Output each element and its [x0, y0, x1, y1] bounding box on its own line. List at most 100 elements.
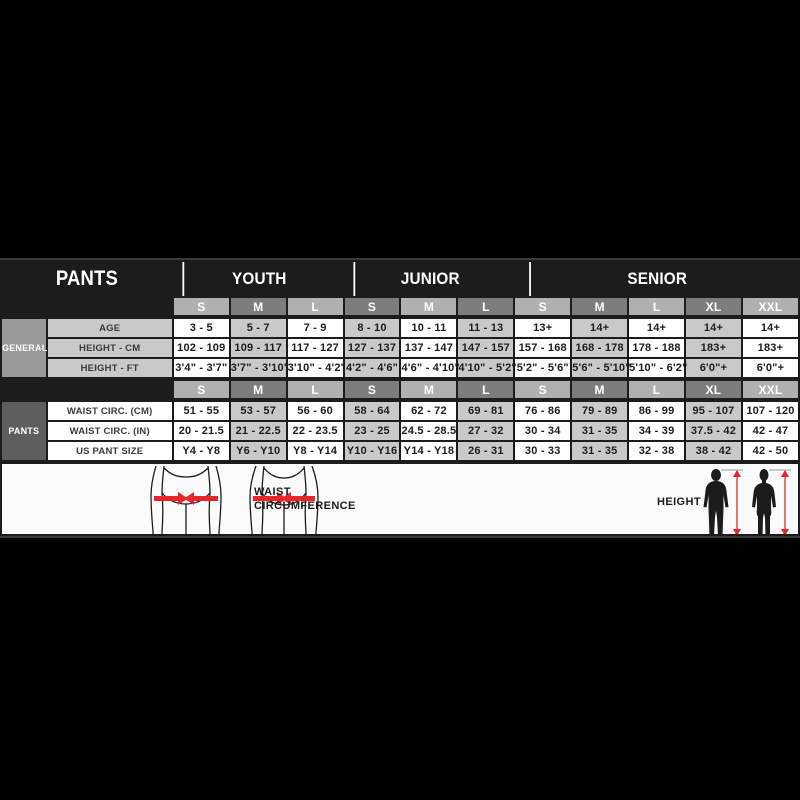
cell-us-size-junior-m: Y14 - Y18	[401, 442, 457, 460]
size-header-senior-m: M	[572, 298, 628, 315]
cell-height-ft-youth-m: 3'7" - 3'10"	[230, 359, 289, 377]
cell-height-ft-senior-m: 5'6" - 5'10"	[572, 359, 630, 377]
cell-age-youth-l: 7 - 9	[287, 319, 343, 337]
cell-waist-in-senior-m: 31 - 35	[572, 422, 628, 440]
cell-height-ft-youth-l: 3'10" - 4'2"	[287, 359, 346, 377]
cell-height-cm-senior-xl: 183+	[686, 339, 741, 357]
cell-waist-in-youth-s: 20 - 21.5	[173, 422, 229, 440]
pants-size-header-senior-xxl: XXL	[742, 381, 798, 398]
cell-height-cm-youth-m: 109 - 117	[230, 339, 286, 357]
size-header-senior-l: L	[629, 298, 685, 315]
waist-circumference-label: WAIST CIRCUMFERENCE	[254, 486, 356, 514]
pants-size-header-senior-l: L	[629, 381, 685, 398]
pants-size-header-junior-s: S	[344, 381, 400, 398]
cell-age-youth-s: 3 - 5	[173, 319, 229, 337]
height-figure-male-icon	[699, 468, 747, 534]
cell-waist-in-youth-l: 22 - 23.5	[287, 422, 343, 440]
size-header-senior-xl: XL	[686, 298, 741, 315]
cell-waist-in-junior-m: 24.5 - 28.5	[401, 422, 457, 440]
cell-waist-in-senior-l: 34 - 39	[629, 422, 685, 440]
general-section-table: GENERAL AGE 3 - 5 5 - 7 7 - 9 8 - 10 10 …	[0, 317, 800, 379]
cell-age-senior-xxl: 14+	[742, 319, 798, 337]
cell-waist-cm-senior-m: 79 - 89	[572, 402, 628, 420]
cell-height-cm-senior-s: 157 - 168	[515, 339, 571, 357]
cell-age-senior-xl: 14+	[686, 319, 741, 337]
size-header-youth-m: M	[230, 298, 286, 315]
size-header-senior-xxl: XXL	[742, 298, 798, 315]
cell-height-cm-senior-m: 168 - 178	[572, 339, 628, 357]
cell-us-size-senior-xl: 38 - 42	[686, 442, 741, 460]
pants-size-header-youth-s: S	[173, 381, 229, 398]
pants-size-header-senior-m: M	[572, 381, 628, 398]
cell-height-cm-junior-l: 147 - 157	[458, 339, 514, 357]
table-row: US PANT SIZE Y4 - Y8 Y6 - Y10 Y8 - Y14 Y…	[2, 442, 798, 460]
table-row: GENERAL AGE 3 - 5 5 - 7 7 - 9 8 - 10 10 …	[2, 319, 798, 377]
row-label-waist-cm: WAIST CIRC. (CM)	[47, 402, 172, 420]
size-chart-card: PANTS YOUTH JUNIOR SENIOR S M L S M L S …	[0, 258, 800, 538]
size-header-youth-s: S	[173, 298, 229, 315]
banner-row: PANTS YOUTH JUNIOR SENIOR	[2, 262, 798, 296]
row-label-age: AGE	[47, 319, 172, 337]
row-label-waist-in: WAIST CIRC. (IN)	[47, 422, 172, 440]
cell-waist-cm-senior-l: 86 - 99	[629, 402, 685, 420]
cell-height-ft-senior-s: 5'2" - 5'6"	[515, 359, 571, 377]
cell-waist-in-junior-s: 23 - 25	[344, 422, 400, 440]
group-header-senior: SENIOR	[529, 262, 784, 296]
cell-waist-in-senior-s: 30 - 34	[515, 422, 571, 440]
size-header-junior-m: M	[401, 298, 457, 315]
cell-height-ft-junior-l: 4'10" - 5'2"	[458, 359, 517, 377]
cell-waist-cm-youth-s: 51 - 55	[173, 402, 229, 420]
height-figure-female-icon	[747, 468, 795, 534]
cell-age-junior-l: 11 - 13	[458, 319, 514, 337]
cell-height-cm-junior-s: 127 - 137	[344, 339, 400, 357]
cell-height-ft-junior-s: 4'2" - 4'6"	[344, 359, 400, 377]
pants-size-header-senior-s: S	[515, 381, 571, 398]
cell-waist-cm-senior-s: 76 - 86	[515, 402, 571, 420]
cell-height-cm-junior-m: 137 - 147	[401, 339, 457, 357]
cell-waist-in-senior-xl: 37.5 - 42	[686, 422, 741, 440]
cell-age-junior-s: 8 - 10	[344, 319, 400, 337]
cell-waist-cm-youth-m: 53 - 57	[230, 402, 286, 420]
cell-height-cm-senior-xxl: 183+	[742, 339, 798, 357]
cell-waist-cm-junior-l: 69 - 81	[458, 402, 514, 420]
cell-waist-cm-junior-s: 58 - 64	[344, 402, 400, 420]
cell-us-size-youth-l: Y8 - Y14	[287, 442, 343, 460]
table-row: WAIST CIRC. (IN) 20 - 21.5 21 - 22.5 22 …	[2, 422, 798, 440]
size-header-row-pants: S M L S M L S M L XL XXL	[2, 381, 798, 398]
table-row: HEIGHT - FT 3'4" - 3'7" 3'7" - 3'10" 3'1…	[2, 359, 798, 377]
cell-height-cm-youth-l: 117 - 127	[287, 339, 343, 357]
section-label-pants: PANTS	[2, 402, 46, 460]
pants-size-header-junior-l: L	[458, 381, 514, 398]
cell-height-cm-youth-s: 102 - 109	[173, 339, 229, 357]
cell-us-size-junior-s: Y10 - Y16	[344, 442, 400, 460]
spacer-label-2	[47, 381, 172, 398]
cell-height-ft-senior-xxl: 6'0"+	[742, 359, 798, 377]
cell-waist-cm-senior-xxl: 107 - 120	[742, 402, 798, 420]
cell-height-ft-junior-m: 4'6" - 4'10"	[401, 359, 460, 377]
size-header-junior-l: L	[458, 298, 514, 315]
height-label: HEIGHT	[657, 496, 701, 508]
size-header-junior-s: S	[344, 298, 400, 315]
size-header-row-general: S M L S M L S M L XL XXL	[2, 298, 798, 315]
size-header-youth-l: L	[287, 298, 343, 315]
group-header-youth: YOUTH	[182, 262, 335, 296]
waist-label-line-2: CIRCUMFERENCE	[254, 499, 356, 512]
cell-height-cm-senior-l: 178 - 188	[629, 339, 685, 357]
pants-size-header-table: S M L S M L S M L XL XXL	[0, 379, 800, 400]
cell-height-ft-senior-l: 5'10" - 6'2"	[629, 359, 687, 377]
size-header-senior-s: S	[515, 298, 571, 315]
cell-age-senior-s: 13+	[515, 319, 571, 337]
cell-waist-in-senior-xxl: 42 - 47	[742, 422, 798, 440]
waist-figure-male-icon	[140, 465, 232, 534]
cell-waist-in-youth-m: 21 - 22.5	[230, 422, 286, 440]
waist-label-line-1: WAIST	[254, 486, 291, 498]
pants-size-header-youth-m: M	[230, 381, 286, 398]
group-header-junior: JUNIOR	[353, 262, 505, 296]
row-label-height-ft: HEIGHT - FT	[47, 359, 172, 377]
cell-us-size-senior-l: 32 - 38	[629, 442, 685, 460]
cell-age-youth-m: 5 - 7	[230, 319, 286, 337]
table-row: PANTS WAIST CIRC. (CM) 51 - 55 53 - 57 5…	[2, 402, 798, 460]
cell-waist-cm-youth-l: 56 - 60	[287, 402, 343, 420]
spacer-side	[2, 298, 46, 315]
cell-waist-cm-junior-m: 62 - 72	[401, 402, 457, 420]
